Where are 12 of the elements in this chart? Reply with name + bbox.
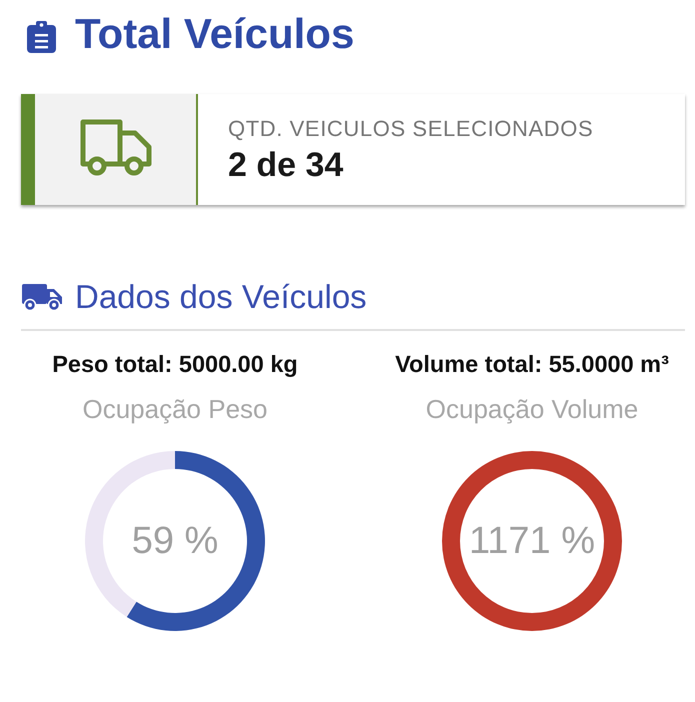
donut-slice — [126, 451, 265, 631]
text: 59 % — [132, 520, 218, 562]
text: QTD. VEICULOS SELECIONADOS — [228, 116, 594, 142]
text: 2 de 34 — [228, 146, 344, 185]
chart-title: Peso total: 5000.00 kg — [51, 351, 299, 378]
donut-slice — [85, 451, 175, 617]
text: Dados dos Veículos — [75, 278, 367, 316]
chart-subtitle: Ocupação Peso — [81, 394, 268, 425]
chart-title: Volume total: 55.0000 m³ — [394, 351, 670, 378]
text: Total Veículos — [75, 10, 354, 58]
chart-subtitle: Ocupação Volume — [424, 394, 640, 425]
data-label: 1171 % — [468, 520, 596, 562]
